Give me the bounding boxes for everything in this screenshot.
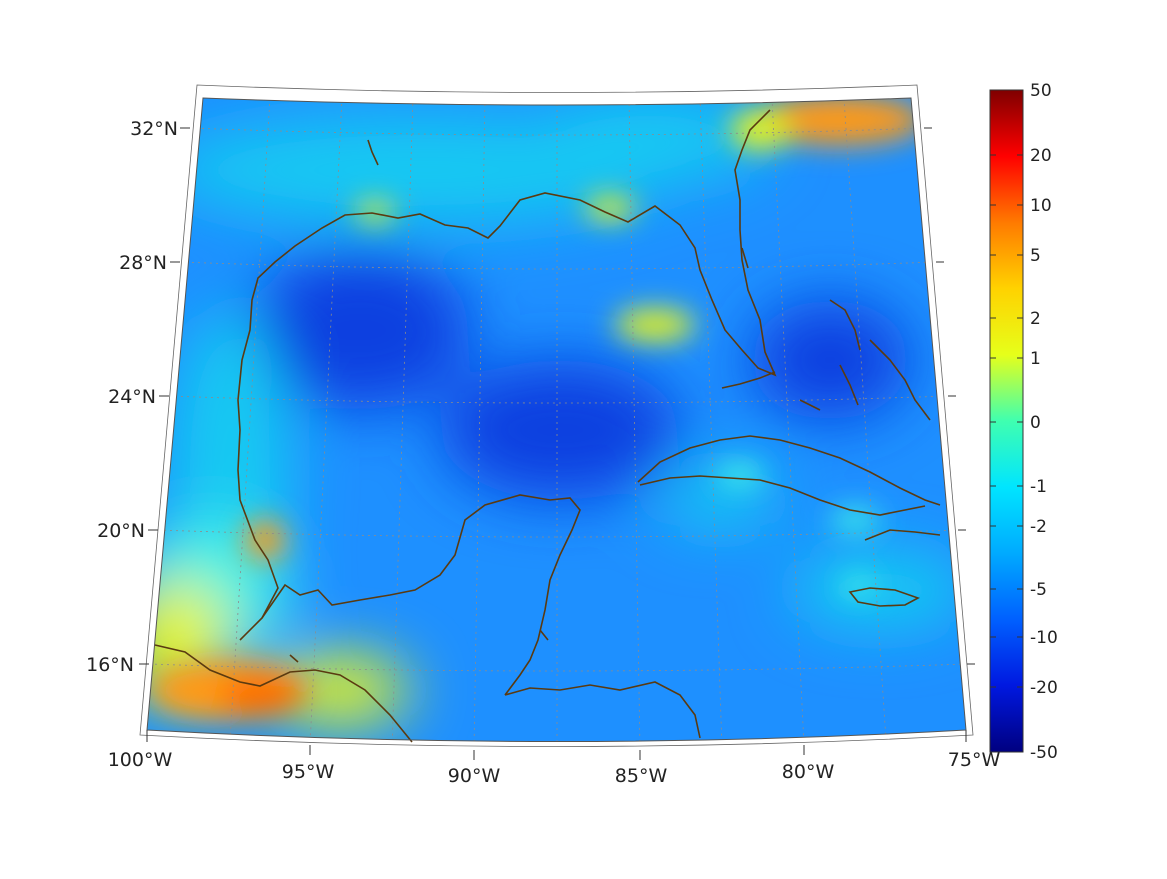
lat-label-20: 20°N [97, 520, 145, 542]
lon-label-75: 75°W [948, 749, 1001, 771]
colorbar-tick-label: -50 [1030, 743, 1058, 763]
colorbar-tick-label: -1 [1030, 477, 1047, 497]
coastline-cuba [637, 435, 941, 516]
colorbar-tick-label: 5 [1030, 246, 1041, 266]
graticule-line [391, 98, 414, 742]
map-frame-outer [139, 84, 974, 747]
graticule-line [148, 663, 966, 672]
lon-label-100: 100°W [108, 749, 173, 771]
coastlines [154, 109, 941, 743]
field-patch [440, 360, 680, 500]
field-patch [530, 98, 770, 185]
coastline-pacific [154, 644, 413, 743]
lon-label-85: 85°W [615, 765, 668, 787]
graticule-line [628, 98, 641, 742]
map-frame [146, 97, 967, 742]
coastline-florida-keys [721, 371, 776, 389]
lon-label-90: 90°W [448, 765, 501, 787]
field-patch [245, 520, 285, 560]
coastline-central-america [504, 681, 701, 739]
graticule-line [168, 395, 949, 404]
field-patch [840, 575, 876, 595]
coastline-gulf-north [237, 109, 777, 641]
coastline-mexico [261, 494, 581, 696]
coastline-islands [289, 139, 749, 663]
field-patch [270, 655, 410, 725]
lon-label-80: 80°W [782, 761, 835, 783]
colorbar-tick-label: -10 [1030, 628, 1058, 648]
colorbar-tick-label: 1 [1030, 349, 1041, 369]
colorbar-tick-label: 20 [1030, 146, 1052, 166]
colorbar-tick-label: -5 [1030, 580, 1047, 600]
axis-ticks [139, 127, 975, 760]
coastline-jamaica [848, 587, 920, 607]
lat-label-16: 16°N [86, 654, 134, 676]
field-patch [355, 202, 395, 222]
colorbar-bar [989, 89, 1024, 753]
lat-label-32: 32°N [130, 118, 178, 140]
lon-label-95: 95°W [282, 761, 335, 783]
colorbar-tick-label: -2 [1030, 517, 1047, 537]
field-patch [220, 677, 300, 713]
field-patch [585, 196, 635, 220]
field-patch [715, 463, 765, 487]
coastline-bahamas [799, 299, 931, 421]
coastline-hispaniola [864, 529, 941, 541]
lat-label-24: 24°N [108, 386, 156, 408]
graticule-line [473, 98, 486, 742]
colorbar-tick-label: 50 [1030, 81, 1052, 101]
graticule-line [157, 529, 959, 538]
field-patch [830, 508, 880, 532]
data-field [147, 98, 966, 742]
field-patch [615, 309, 695, 341]
field-patch [790, 550, 966, 630]
graticule [148, 98, 966, 742]
colorbar-tick-label: 2 [1030, 309, 1041, 329]
field-patch [750, 300, 910, 420]
field-patch [250, 250, 470, 410]
latitude-labels: 32°N 28°N 24°N 20°N 16°N [86, 118, 178, 676]
lat-label-28: 28°N [119, 252, 167, 274]
colorbar-tick-label: -20 [1030, 678, 1058, 698]
longitude-labels: 100°W 95°W 90°W 85°W 80°W 75°W [108, 749, 1001, 787]
field-patch [730, 110, 790, 150]
colorbar-tick-label: 0 [1030, 413, 1041, 433]
graticule-line [699, 98, 723, 742]
field-hotspots [150, 98, 925, 720]
colorbar-tick-label: 10 [1030, 196, 1052, 216]
field-patch [755, 98, 925, 145]
